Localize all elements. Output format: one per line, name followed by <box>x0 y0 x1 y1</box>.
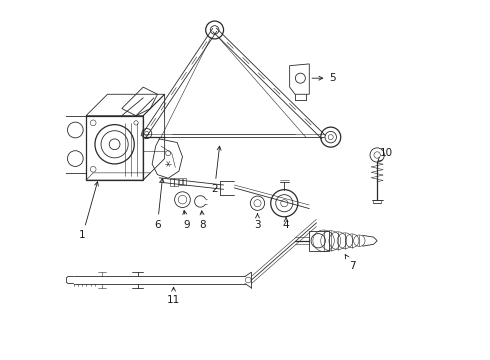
Text: 8: 8 <box>199 211 206 230</box>
Text: 4: 4 <box>283 217 290 230</box>
Text: 9: 9 <box>183 211 190 230</box>
Text: 10: 10 <box>378 148 392 162</box>
Bar <box>170 178 173 186</box>
Text: 3: 3 <box>254 214 261 230</box>
Bar <box>183 179 186 185</box>
Text: 2: 2 <box>211 146 221 194</box>
Text: 5: 5 <box>312 73 336 83</box>
Text: 11: 11 <box>167 287 180 305</box>
Text: 6: 6 <box>154 178 164 230</box>
Text: 7: 7 <box>345 255 355 271</box>
Text: 1: 1 <box>79 182 98 240</box>
Bar <box>309 231 329 251</box>
Bar <box>174 178 178 185</box>
Bar <box>373 200 381 203</box>
Bar <box>178 178 182 185</box>
